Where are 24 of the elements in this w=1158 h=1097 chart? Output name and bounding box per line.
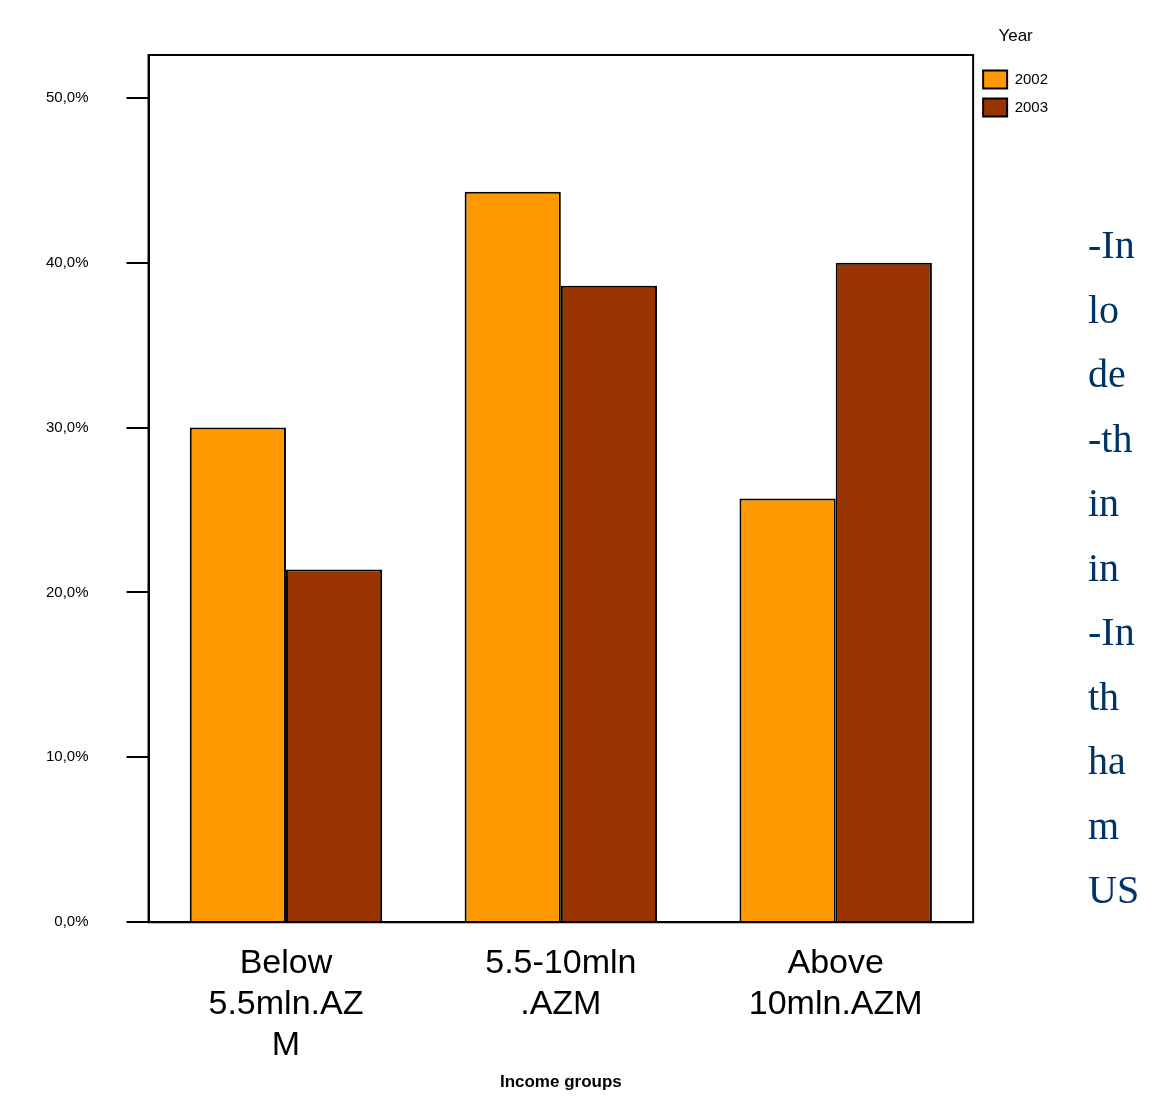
y-tick-label: 20,0% [45, 582, 89, 600]
text: ha [1088, 737, 1127, 785]
x-tick-label: Below 5.5mln.AZM [208, 941, 364, 1062]
legend-label: 2003 [1014, 97, 1049, 115]
text: th [1088, 672, 1121, 721]
legend-label: 2002 [1014, 69, 1049, 87]
x-tick-label: Above 10mln.AZM [748, 941, 923, 1021]
legend-title: Year [998, 26, 1034, 46]
y-tick-label: 30,0% [45, 417, 89, 435]
y-tick-label: 0,0% [54, 912, 89, 930]
text: m [1088, 801, 1121, 850]
text: in [1088, 479, 1121, 527]
y-tick-label: 40,0% [45, 252, 89, 270]
text: -In [1088, 608, 1136, 656]
text: -th [1088, 414, 1134, 463]
text: in [1088, 543, 1121, 592]
y-tick-label: 10,0% [45, 747, 89, 765]
text: -In [1088, 221, 1136, 269]
x-tick-label: 5.5-10mln.AZM [485, 941, 637, 1021]
text: de [1088, 350, 1127, 398]
x-axis-title: Income groups [499, 1072, 622, 1092]
text: US [1088, 866, 1140, 914]
y-tick-label: 50,0% [45, 88, 89, 106]
text: lo [1088, 285, 1121, 334]
